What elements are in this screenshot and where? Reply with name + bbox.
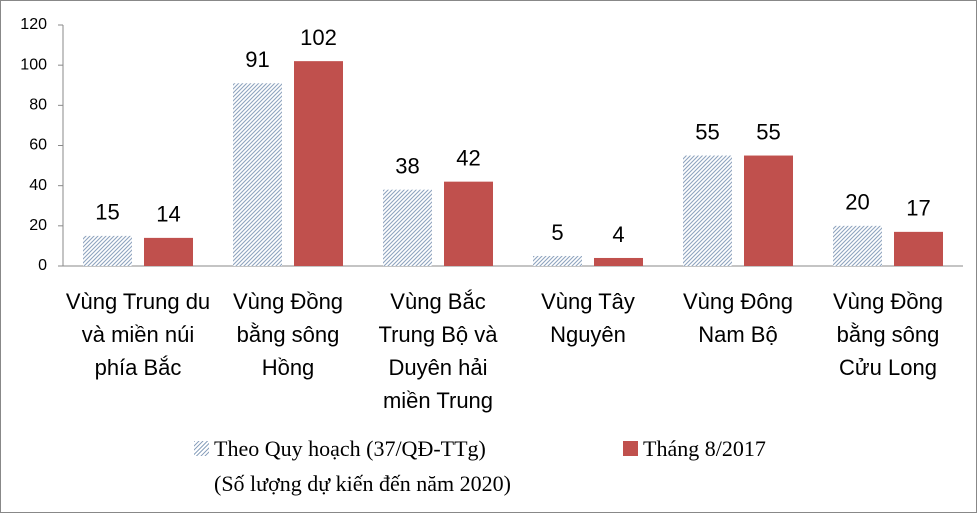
value-label: 55 — [695, 119, 719, 144]
bar — [683, 155, 732, 266]
x-tick-label: Vùng Bắc Trung Bộ và Duyên hải miền Trun… — [378, 289, 498, 413]
value-label: 91 — [245, 47, 269, 72]
y-tick-label: 60 — [29, 137, 47, 154]
bar — [444, 181, 493, 266]
legend-swatch — [623, 441, 638, 456]
value-label: 38 — [395, 153, 419, 178]
y-tick-label: 20 — [29, 217, 47, 234]
bar — [744, 155, 793, 266]
x-tick-label: Vùng Đồng bằng sông Hồng — [232, 289, 344, 380]
bar — [233, 83, 282, 266]
x-tick-label: Vùng Trung du và miền núi phía Bắc — [65, 289, 211, 380]
bar — [894, 231, 943, 266]
legend-label: Tháng 8/2017 — [643, 436, 766, 461]
bar — [533, 255, 582, 266]
x-tick-label: Vùng Đồng bằng sông Cửu Long — [832, 289, 944, 380]
value-label: 5 — [551, 220, 563, 245]
bar — [294, 61, 343, 267]
legend-swatch — [194, 441, 209, 456]
y-tick-label: 100 — [20, 56, 47, 73]
y-tick-label: 120 — [20, 16, 47, 33]
value-label: 42 — [456, 145, 480, 170]
y-tick-label: 0 — [38, 257, 47, 274]
value-label: 17 — [906, 196, 930, 221]
value-label: 20 — [845, 190, 869, 215]
value-label: 14 — [156, 202, 180, 227]
legend-label: Theo Quy hoạch (37/QĐ-TTg) (Số lượng dự … — [214, 436, 511, 496]
value-label: 15 — [95, 200, 119, 225]
x-tick-label: Vùng Tây Nguyên — [541, 289, 635, 347]
x-tick-label: Vùng Đông Nam Bộ — [682, 289, 794, 347]
bar — [383, 189, 432, 266]
value-label: 102 — [300, 25, 337, 50]
bar — [594, 257, 643, 266]
bar — [833, 225, 882, 266]
y-tick-label: 80 — [29, 97, 47, 114]
bar — [144, 237, 193, 266]
value-label: 55 — [756, 119, 780, 144]
bar — [83, 235, 132, 266]
y-tick-label: 40 — [29, 177, 47, 194]
value-label: 4 — [612, 222, 624, 247]
